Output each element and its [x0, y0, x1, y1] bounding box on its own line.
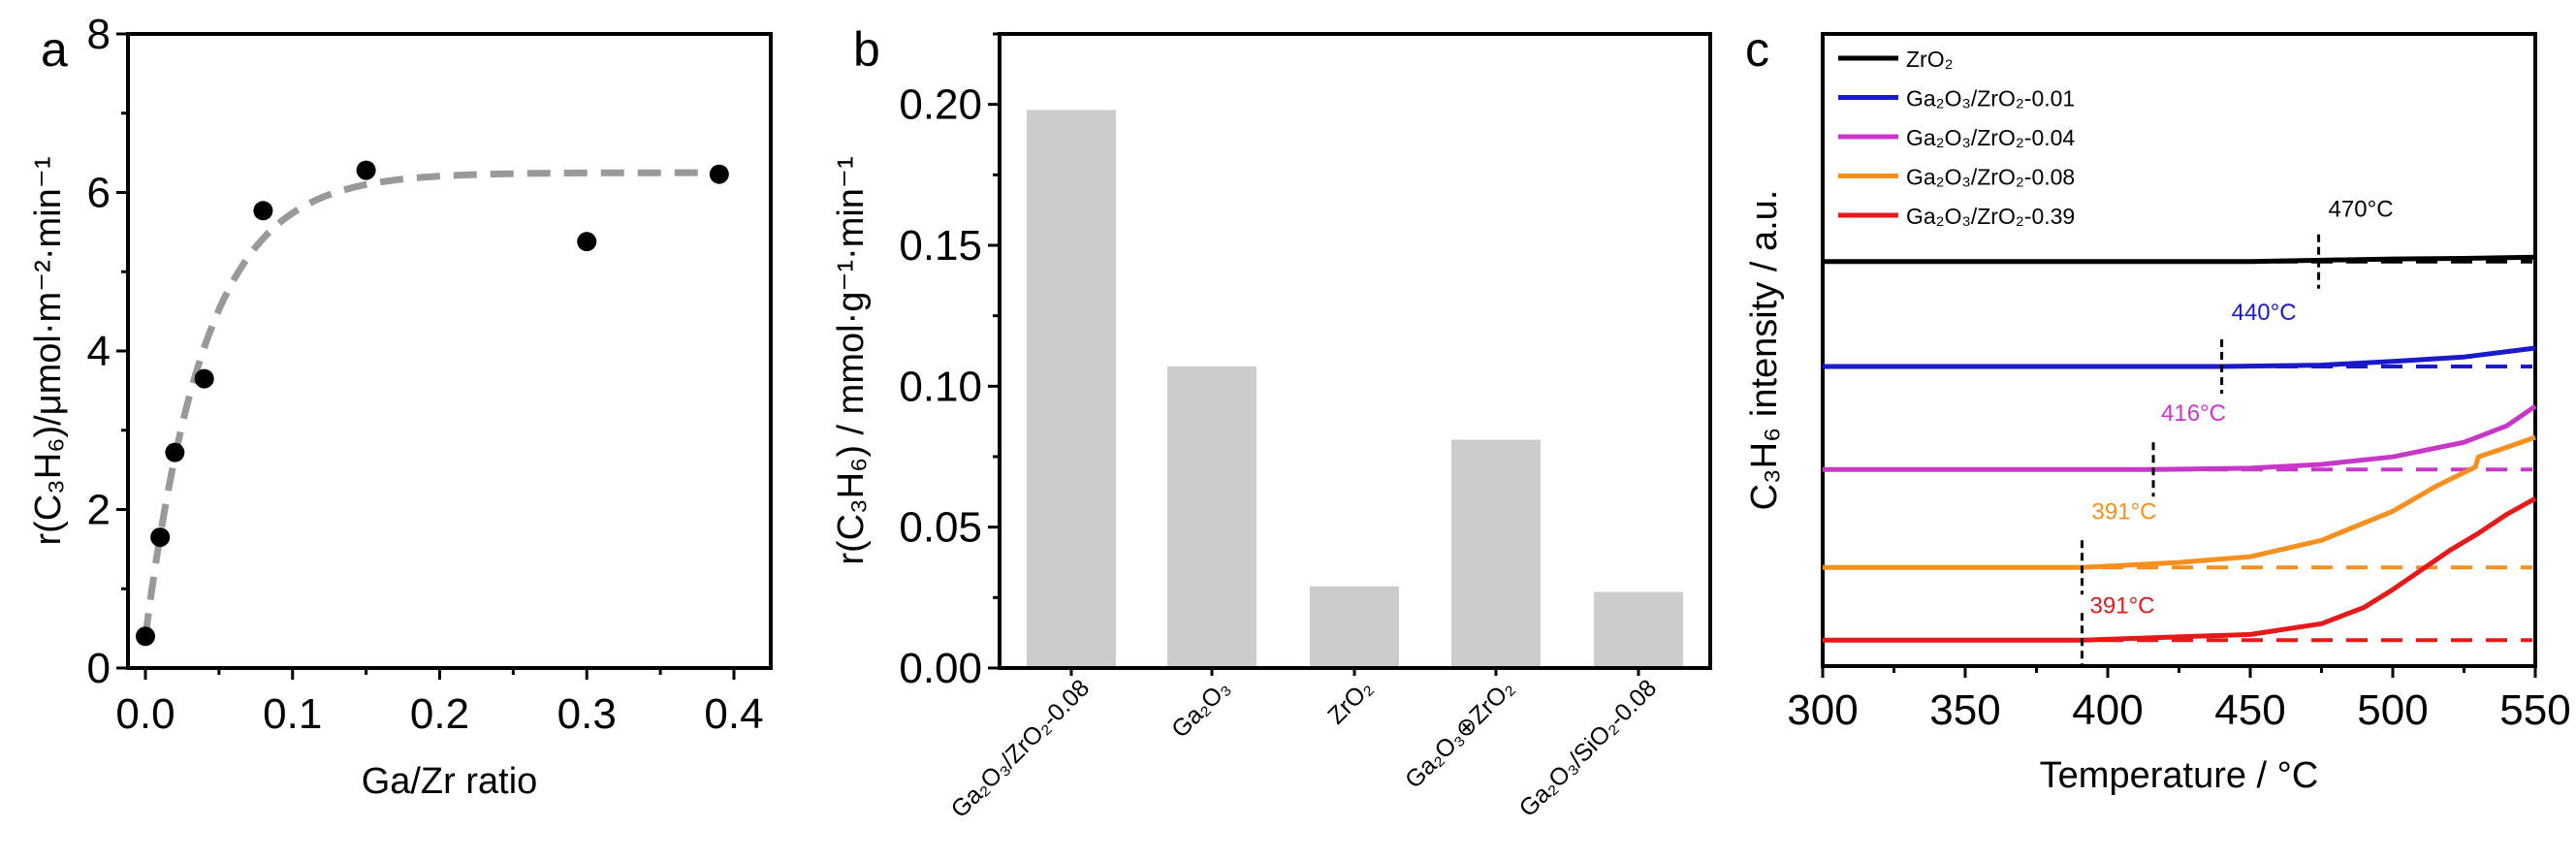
- x-tick-label: 450: [2214, 686, 2285, 734]
- data-point: [194, 368, 214, 389]
- data-point: [577, 232, 597, 252]
- y-axis-title: C₃H₆ intensity / a.u.: [1744, 190, 1785, 511]
- y-tick-label: 2: [87, 487, 111, 534]
- legend-label: Ga₂O₃/ZrO₂-0.39: [1906, 204, 2075, 229]
- y-tick-label: 8: [87, 11, 111, 58]
- x-tick-label: 0.3: [557, 690, 617, 738]
- panel-label-a: a: [41, 22, 68, 77]
- x-tick-label: 0.1: [263, 690, 322, 738]
- y-tick-label: 4: [87, 328, 111, 375]
- x-category-label: Ga₂O₃/SiO₂-0.08: [1514, 674, 1663, 822]
- bar: [1310, 586, 1399, 666]
- data-point: [165, 442, 185, 462]
- series-line-0: [1823, 254, 2536, 265]
- x-tick-label: 350: [1929, 686, 2000, 734]
- onset-label: 470°C: [2329, 197, 2394, 223]
- onset-label: 440°C: [2232, 300, 2297, 326]
- x-category-label: Ga₂O₃⊕ZrO₂: [1400, 674, 1519, 793]
- legend-label: Ga₂O₃/ZrO₂-0.01: [1906, 86, 2075, 111]
- bar: [1594, 591, 1683, 666]
- onset-label: 391°C: [2092, 498, 2157, 525]
- x-category-label: ZrO₂: [1322, 674, 1378, 729]
- panel-b-chart: 0.00 0.05 0.10 0.15 0.20 r(C₃H₆) / mmol·g⁻¹·m…: [831, 32, 1712, 823]
- y-tick-label: 0.20: [899, 81, 982, 129]
- x-tick-label: 0.0: [115, 690, 175, 738]
- data-point: [136, 626, 155, 647]
- y-tick-label: 0.10: [899, 363, 982, 410]
- y-tick-label: 0.05: [899, 504, 982, 552]
- onset-label: 391°C: [2090, 592, 2155, 619]
- y-tick-label: 0: [87, 645, 111, 692]
- series-line-4: [1823, 496, 2537, 643]
- panel-c-chart: 300 350 400 450 500 550 Temperature / °C C₃H₆ i…: [1744, 32, 2571, 796]
- bar: [1027, 110, 1116, 667]
- data-point: [356, 160, 376, 180]
- legend-label: ZrO₂: [1906, 47, 1954, 72]
- fit-curve: [142, 169, 719, 637]
- series-line-1: [1823, 345, 2536, 369]
- x-category-label: Ga₂O₃/ZrO₂-0.08: [946, 674, 1096, 823]
- panel-a-chart: 0.0 0.1 0.2 0.3 0.4 0 2 4 6 8 Ga/Zr ratio r(C₃H₆)/μ…: [28, 11, 773, 802]
- series-line-2: [1823, 403, 2537, 472]
- data-point: [150, 527, 171, 548]
- x-tick-label: 0.2: [410, 690, 469, 738]
- panel-label-b: b: [853, 22, 880, 77]
- legend-label: Ga₂O₃/ZrO₂-0.04: [1906, 125, 2075, 150]
- y-tick-label: 6: [87, 170, 111, 217]
- panel-a-axes-frame: [126, 32, 773, 670]
- series-line-3: [1823, 434, 2536, 570]
- onset-label: 416°C: [2161, 400, 2226, 427]
- x-axis-title: Temperature / °C: [2040, 755, 2319, 796]
- x-category-label: Ga₂O₃: [1166, 674, 1235, 743]
- y-axis-title: r(C₃H₆) / mmol·g⁻¹·min⁻¹: [831, 156, 872, 564]
- x-tick-label: 550: [2499, 686, 2570, 734]
- x-tick-label: 500: [2357, 686, 2428, 734]
- legend-label: Ga₂O₃/ZrO₂-0.08: [1906, 165, 2075, 190]
- x-tick-label: 400: [2072, 686, 2143, 734]
- x-axis-title: Ga/Zr ratio: [362, 761, 538, 802]
- y-tick-label: 0.15: [899, 222, 982, 270]
- x-tick-label: 300: [1787, 686, 1858, 734]
- data-point: [253, 201, 273, 221]
- data-point: [709, 164, 729, 184]
- panel-label-c: c: [1745, 22, 1769, 77]
- bar: [1451, 439, 1541, 666]
- y-tick-label: 0.00: [899, 645, 982, 692]
- x-tick-label: 0.4: [704, 690, 763, 738]
- bar: [1167, 366, 1256, 666]
- y-axis-title: r(C₃H₆)/μmol·m⁻²·min⁻¹: [28, 157, 69, 546]
